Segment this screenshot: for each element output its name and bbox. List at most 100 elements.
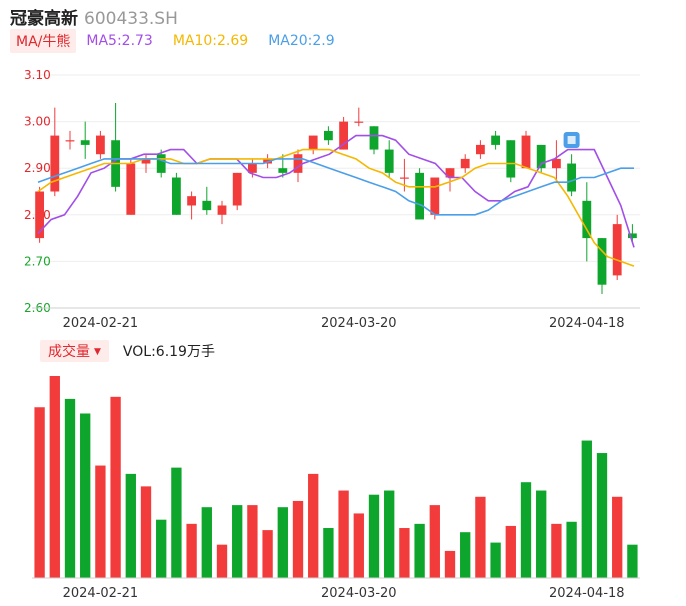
candle-body bbox=[339, 121, 349, 150]
candle-body bbox=[597, 238, 607, 285]
volume-bar bbox=[429, 505, 440, 578]
date-tick-label: 2024-02-21 bbox=[63, 316, 139, 331]
price-tick-label: 3.00 bbox=[24, 115, 51, 129]
volume-bar bbox=[110, 396, 121, 578]
candle-body bbox=[475, 144, 485, 155]
volume-bar bbox=[201, 507, 212, 578]
candle-body bbox=[232, 172, 242, 206]
event-marker-glyph bbox=[567, 136, 576, 144]
volume-legend: 成交量 ▼ VOL:6.19万手 bbox=[40, 340, 215, 362]
volume-bar bbox=[95, 465, 106, 578]
volume-bar bbox=[308, 473, 319, 578]
volume-bar bbox=[171, 467, 182, 578]
volume-bar bbox=[444, 550, 456, 578]
stock-name: 冠豪高新 bbox=[10, 9, 78, 29]
candle-body bbox=[567, 163, 577, 192]
volume-bar bbox=[490, 542, 501, 578]
volume-bar bbox=[216, 544, 228, 578]
ma20-line bbox=[37, 158, 634, 216]
volume-bar bbox=[156, 519, 167, 578]
candle-body bbox=[141, 158, 151, 164]
candle-body bbox=[369, 126, 379, 150]
candle-body bbox=[50, 135, 60, 192]
volume-bar bbox=[536, 490, 547, 578]
stock-title: 冠豪高新 600433.SH bbox=[10, 4, 178, 29]
candle-body bbox=[202, 200, 212, 211]
volume-bar bbox=[353, 513, 364, 578]
candle-body bbox=[384, 149, 394, 173]
candle-body bbox=[460, 158, 470, 169]
candle-body bbox=[445, 168, 455, 178]
volume-indicator-button[interactable]: 成交量 ▼ bbox=[40, 340, 109, 362]
volume-bar bbox=[34, 407, 45, 578]
volume-bar bbox=[140, 486, 152, 578]
price-tick-label: 2.70 bbox=[24, 254, 51, 268]
volume-indicator-label: 成交量 bbox=[48, 344, 90, 360]
candle-body bbox=[551, 158, 561, 169]
caret-down-icon: ▼ bbox=[94, 347, 101, 357]
price-tick-label: 3.10 bbox=[24, 68, 51, 82]
candle-body bbox=[308, 135, 318, 150]
candle-body bbox=[35, 191, 45, 239]
volume-date-tick-label: 2024-03-20 bbox=[321, 586, 397, 601]
volume-bar bbox=[247, 505, 258, 578]
volume-bar bbox=[475, 496, 486, 578]
candle-body bbox=[278, 168, 288, 173]
volume-bar bbox=[49, 376, 60, 578]
volume-bar bbox=[232, 505, 243, 578]
ma5-line bbox=[37, 134, 635, 248]
candle-body bbox=[323, 130, 333, 141]
volume-date-tick-label: 2024-04-18 bbox=[549, 586, 625, 601]
volume-bar bbox=[414, 523, 425, 578]
ma-toggle-button[interactable]: MA/牛熊 bbox=[10, 29, 77, 53]
ma20-label: MA20:2.9 bbox=[268, 33, 335, 49]
candle-body bbox=[582, 200, 592, 239]
candle-body bbox=[80, 140, 90, 145]
price-tick-label: 2.90 bbox=[24, 161, 51, 175]
date-tick-label: 2024-03-20 bbox=[321, 316, 397, 331]
volume-date-tick-label: 2024-02-21 bbox=[63, 586, 139, 601]
candle-body bbox=[506, 140, 516, 178]
candle-body bbox=[65, 140, 75, 142]
candle-body bbox=[171, 177, 181, 215]
candle-body bbox=[293, 154, 303, 173]
candle-body bbox=[612, 224, 622, 276]
candle-body bbox=[187, 196, 197, 206]
volume-bar bbox=[384, 490, 395, 578]
volume-value: VOL:6.19万手 bbox=[122, 344, 215, 360]
candle-body bbox=[156, 154, 166, 173]
volume-bar bbox=[368, 494, 380, 578]
candle-body bbox=[217, 205, 227, 215]
volume-bar bbox=[262, 530, 273, 578]
volume-bar bbox=[520, 482, 532, 578]
volume-bar bbox=[277, 507, 288, 578]
candle-body bbox=[521, 135, 531, 169]
volume-bar bbox=[460, 532, 471, 578]
volume-bar bbox=[596, 453, 608, 578]
volume-bar bbox=[292, 500, 304, 578]
ma-legend: MA/牛熊 MA5:2.73 MA10:2.69 MA20:2.9 bbox=[10, 29, 349, 53]
volume-bar bbox=[323, 528, 334, 578]
candle-body bbox=[247, 163, 257, 173]
candle-body bbox=[536, 144, 546, 169]
volume-bar bbox=[566, 521, 577, 578]
candle-body bbox=[415, 172, 425, 220]
ma10-label: MA10:2.69 bbox=[172, 33, 249, 49]
ma5-label: MA5:2.73 bbox=[86, 33, 153, 49]
candle-body bbox=[354, 121, 364, 123]
volume-bar bbox=[80, 413, 91, 578]
volume-bar bbox=[505, 525, 516, 578]
volume-bar bbox=[338, 490, 349, 578]
candle-body bbox=[399, 177, 409, 179]
volume-bar bbox=[627, 544, 638, 578]
candle-body bbox=[430, 177, 440, 215]
candle-body bbox=[126, 163, 136, 215]
candle-body bbox=[627, 233, 637, 239]
volume-bar bbox=[64, 398, 76, 578]
ma10-line bbox=[37, 148, 635, 267]
stock-code: 600433.SH bbox=[84, 9, 178, 29]
volume-bar bbox=[581, 440, 592, 578]
date-tick-label: 2024-04-18 bbox=[549, 316, 625, 331]
volume-bar bbox=[186, 523, 197, 578]
